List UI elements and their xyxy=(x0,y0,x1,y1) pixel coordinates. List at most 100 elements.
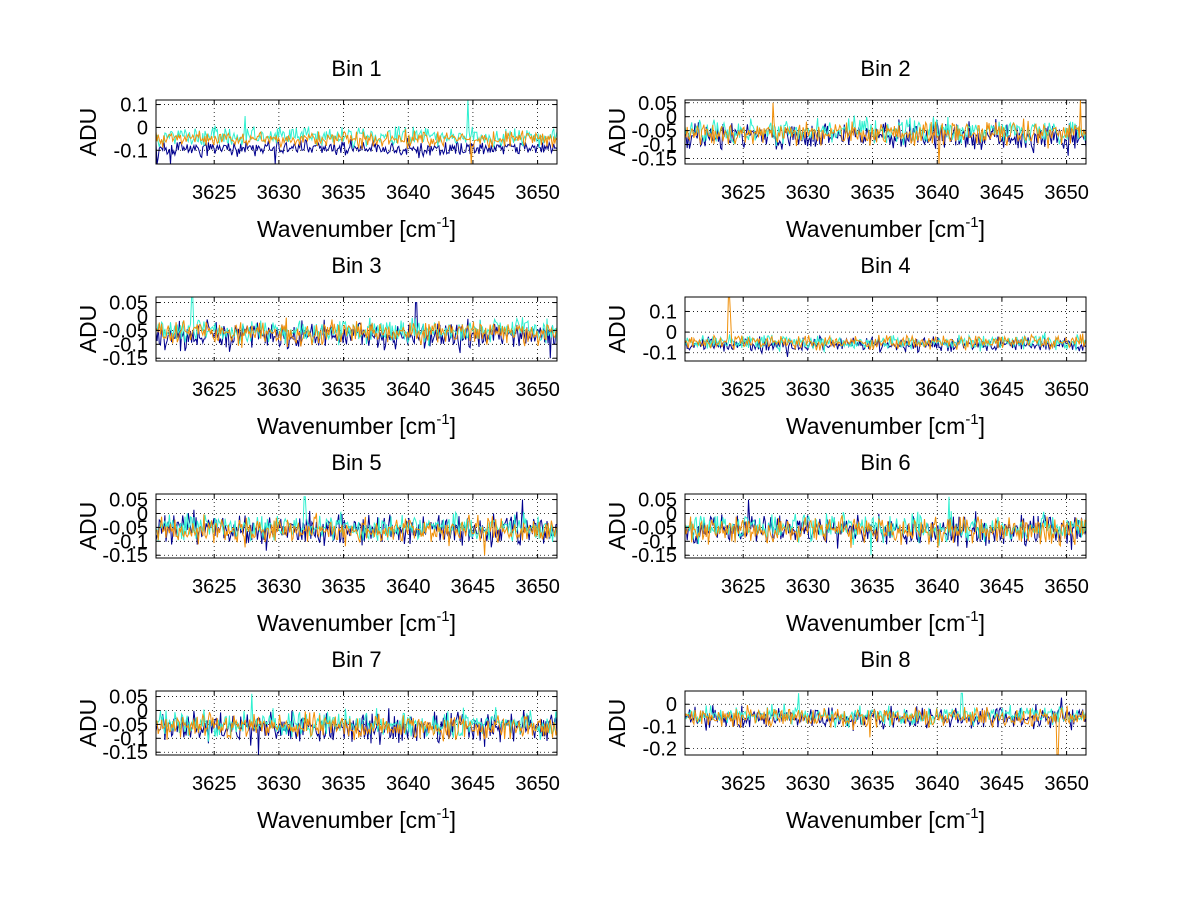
y-tick-label: -0.1 xyxy=(114,728,148,750)
x-tick-label: 3650 xyxy=(515,182,560,204)
x-axis-label: Wavenumber [cm-1] xyxy=(257,411,456,439)
y-axis-label: ADU xyxy=(604,502,630,551)
series-line-3 xyxy=(156,317,557,348)
x-axis-label-main: Wavenumber [cm xyxy=(786,610,965,636)
x-axis-label-main: Wavenumber [cm xyxy=(257,610,436,636)
x-tick-label: 3640 xyxy=(915,576,960,598)
x-axis-label-exponent: -1 xyxy=(436,805,449,822)
y-tick-label: -0.1 xyxy=(643,135,677,157)
x-tick-label: 3625 xyxy=(192,773,237,795)
series-group xyxy=(156,496,557,556)
x-tick-label: 3650 xyxy=(1044,379,1089,401)
axes-box xyxy=(155,690,558,756)
y-tick-label: 0 xyxy=(666,322,677,344)
series-line-3 xyxy=(685,705,1086,755)
x-axis-label: Wavenumber [cm-1] xyxy=(257,214,456,242)
x-axis-label-main: Wavenumber [cm xyxy=(786,807,965,833)
subplot-title: Bin 3 xyxy=(331,253,381,278)
series-line-2 xyxy=(685,692,1086,728)
y-axis-label: ADU xyxy=(75,108,101,157)
x-axis-label-main: Wavenumber [cm xyxy=(257,216,436,242)
y-tick-label: 0 xyxy=(137,700,148,722)
x-axis-label: Wavenumber [cm-1] xyxy=(786,214,985,242)
y-tick-label: -0.05 xyxy=(102,320,148,342)
subplot-title: Bin 2 xyxy=(860,56,910,81)
x-axis-label: Wavenumber [cm-1] xyxy=(257,805,456,833)
subplot-bin-5: Bin 5 3625 3630 3635 3640 3645 3650 -0.15-0.1-0… xyxy=(75,450,560,636)
x-tick-label: 3645 xyxy=(451,773,496,795)
y-tick-label: -0.1 xyxy=(643,531,677,553)
x-axis-label: Wavenumber [cm-1] xyxy=(257,608,456,636)
x-tick-label: 3645 xyxy=(451,182,496,204)
y-axis-label: ADU xyxy=(604,108,630,157)
axes-box xyxy=(155,296,558,362)
y-tick-label: 0 xyxy=(137,306,148,328)
x-tick-label: 3630 xyxy=(257,773,302,795)
y-axis-label: ADU xyxy=(75,502,101,551)
x-tick-label: 3625 xyxy=(192,379,237,401)
y-tick-label: 0 xyxy=(137,503,148,525)
y-tick-label: 0.05 xyxy=(638,490,677,512)
x-tick-label: 3630 xyxy=(786,379,831,401)
y-tick-label: -0.15 xyxy=(102,545,148,567)
x-tick-label: 3625 xyxy=(721,379,766,401)
x-tick-label: 3625 xyxy=(192,576,237,598)
x-tick-label: 3650 xyxy=(1044,576,1089,598)
series-group xyxy=(156,297,557,359)
x-axis-label-exponent: -1 xyxy=(436,608,449,625)
x-tick-label: 3645 xyxy=(451,379,496,401)
y-tick-label: -0.05 xyxy=(102,714,148,736)
x-tick-label: 3625 xyxy=(721,576,766,598)
series-group xyxy=(156,693,557,755)
y-axis-label: ADU xyxy=(604,699,630,748)
x-tick-label: 3640 xyxy=(386,576,431,598)
series-line-3 xyxy=(685,100,1086,164)
subplot-title: Bin 1 xyxy=(331,56,381,81)
subplot-bin-4: Bin 4 3625 3630 3635 3640 3645 3650 -0.100.1 Wav… xyxy=(604,253,1089,439)
x-axis-label-main: Wavenumber [cm xyxy=(257,807,436,833)
x-axis-label-end: ] xyxy=(979,216,985,242)
series-line-3 xyxy=(685,297,1086,352)
x-axis-label-end: ] xyxy=(450,413,456,439)
x-axis-label-end: ] xyxy=(450,807,456,833)
series-group xyxy=(156,100,557,164)
y-tick-label: 0.05 xyxy=(109,490,148,512)
x-tick-label: 3635 xyxy=(321,773,366,795)
x-axis-label-exponent: -1 xyxy=(965,608,978,625)
subplot-title: Bin 7 xyxy=(331,647,381,672)
subplot-bin-3: Bin 3 3625 3630 3635 3640 3645 3650 -0.15-0.1-0… xyxy=(75,253,560,439)
axes-box xyxy=(155,99,558,165)
y-tick-label: 0 xyxy=(137,117,148,139)
y-tick-label: 0 xyxy=(666,503,677,525)
series-line-3 xyxy=(156,711,557,742)
axes-box xyxy=(684,296,1087,362)
series-line-3 xyxy=(156,512,557,556)
axes-box xyxy=(684,690,1087,756)
axes-box xyxy=(684,99,1087,165)
x-tick-label: 3650 xyxy=(515,379,560,401)
subplot-title: Bin 6 xyxy=(860,450,910,475)
series-group xyxy=(685,692,1086,755)
axes-box xyxy=(684,493,1087,559)
y-tick-label: 0 xyxy=(666,107,677,129)
x-axis-label-end: ] xyxy=(450,216,456,242)
series-line-1 xyxy=(156,137,557,164)
y-tick-label: -0.05 xyxy=(102,517,148,539)
series-line-2 xyxy=(156,693,557,742)
y-tick-label: -0.15 xyxy=(631,545,677,567)
x-tick-label: 3635 xyxy=(850,773,895,795)
x-axis-label-exponent: -1 xyxy=(436,411,449,428)
x-axis-label-end: ] xyxy=(979,610,985,636)
x-tick-label: 3650 xyxy=(1044,773,1089,795)
x-axis-label-main: Wavenumber [cm xyxy=(786,216,965,242)
x-axis-label-end: ] xyxy=(979,413,985,439)
series-line-2 xyxy=(685,332,1086,353)
x-axis-label-main: Wavenumber [cm xyxy=(786,413,965,439)
y-tick-label: 0.05 xyxy=(109,293,148,315)
x-axis-label-end: ] xyxy=(979,807,985,833)
y-tick-label: -0.1 xyxy=(114,334,148,356)
y-tick-label: -0.2 xyxy=(643,738,677,760)
x-tick-label: 3640 xyxy=(386,379,431,401)
x-tick-label: 3625 xyxy=(192,182,237,204)
y-tick-label: 0.05 xyxy=(109,687,148,709)
